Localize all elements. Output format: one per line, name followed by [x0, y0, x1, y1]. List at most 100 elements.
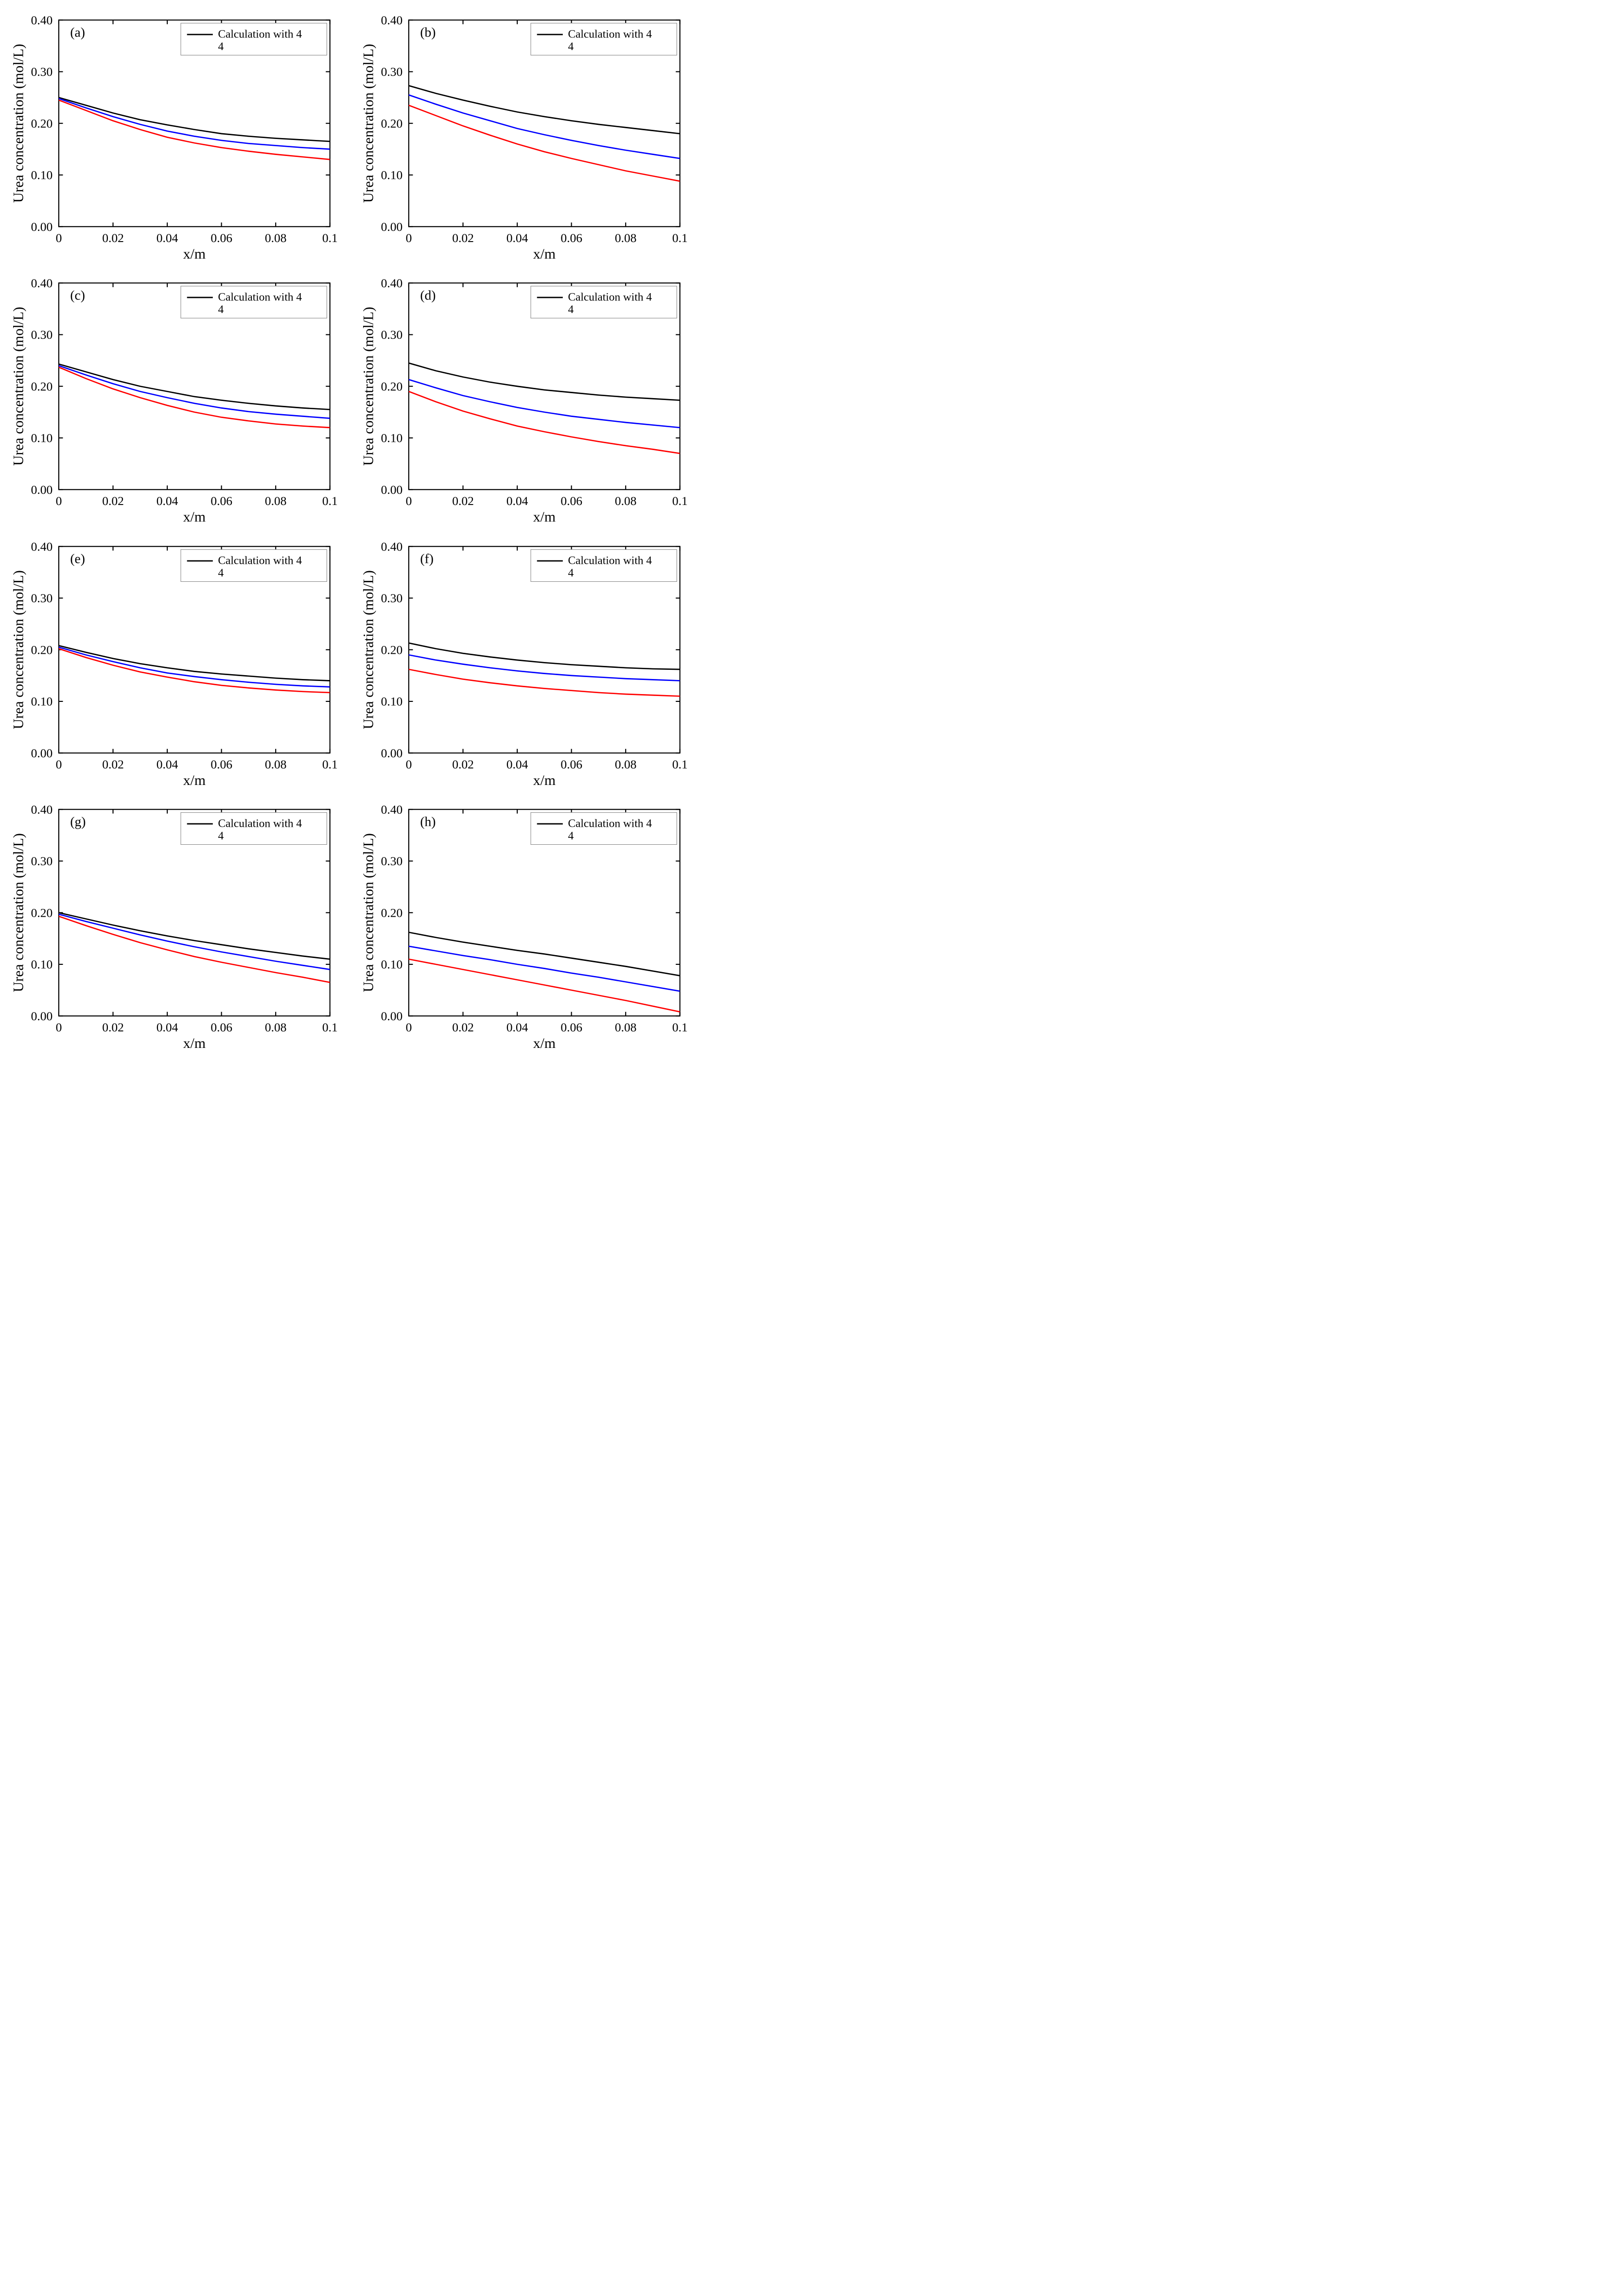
- x-tick-label: 0.02: [452, 231, 474, 245]
- x-tick-label: 0.1: [322, 231, 338, 245]
- y-tick-label: 0.10: [381, 431, 403, 445]
- y-axis-label: Urea concentration (mol/L): [11, 307, 27, 466]
- x-tick-label: 0.06: [560, 494, 582, 508]
- y-tick-label: 0.00: [31, 746, 53, 760]
- y-tick-label: 0.20: [31, 380, 53, 394]
- y-tick-label: 0.00: [381, 483, 403, 497]
- chart-panel-d: 00.020.040.060.080.10.000.100.200.300.40…: [360, 273, 690, 531]
- legend-text-line2: 4: [568, 566, 574, 579]
- x-tick-label: 0.08: [265, 494, 287, 508]
- y-tick-label: 0.10: [31, 431, 53, 445]
- series-line-red: [409, 392, 680, 454]
- y-tick-label: 0.30: [381, 854, 403, 868]
- series-line-blue: [409, 380, 680, 428]
- legend-text-line2: 4: [568, 40, 574, 53]
- panel-label: (d): [420, 288, 436, 303]
- series-line-blue: [59, 99, 330, 149]
- x-axis-label: x/m: [183, 509, 206, 525]
- y-tick-label: 0.10: [381, 694, 403, 708]
- panel-label: (c): [70, 288, 85, 303]
- y-tick-label: 0.30: [31, 591, 53, 605]
- chart-panel-f: 00.020.040.060.080.10.000.100.200.300.40…: [360, 536, 690, 794]
- panel-container-h: 00.020.040.060.080.10.000.100.200.300.40…: [360, 799, 690, 1057]
- x-axis-label: x/m: [183, 1035, 206, 1051]
- panel-label: (a): [70, 24, 85, 39]
- series-line-blue: [59, 366, 330, 418]
- series-line-black: [59, 98, 330, 141]
- x-tick-label: 0.08: [615, 757, 637, 771]
- x-tick-label: 0.06: [210, 494, 232, 508]
- x-axis-label: x/m: [183, 772, 206, 788]
- x-tick-label: 0: [406, 757, 412, 771]
- x-tick-label: 0.02: [102, 494, 124, 508]
- x-tick-label: 0.08: [265, 1020, 287, 1034]
- chart-panel-a: 00.020.040.060.080.10.000.100.200.300.40…: [10, 10, 340, 268]
- y-tick-label: 0.40: [381, 539, 403, 553]
- y-tick-label: 0.40: [381, 13, 403, 27]
- y-tick-label: 0.10: [381, 168, 403, 182]
- y-tick-label: 0.40: [31, 539, 53, 553]
- y-tick-label: 0.00: [381, 1009, 403, 1023]
- x-tick-label: 0.1: [322, 1020, 338, 1034]
- chart-panel-c: 00.020.040.060.080.10.000.100.200.300.40…: [10, 273, 340, 531]
- y-tick-label: 0.40: [381, 276, 403, 290]
- y-axis-label: Urea concentration (mol/L): [361, 570, 377, 729]
- panel-label: (g): [70, 814, 86, 829]
- series-line-red: [59, 916, 330, 982]
- panel-label: (h): [420, 814, 436, 829]
- legend-text-line1: Calculation with 4: [568, 28, 652, 40]
- y-tick-label: 0.20: [381, 380, 403, 394]
- legend-text-line2: 4: [218, 40, 224, 53]
- x-tick-label: 0.06: [560, 757, 582, 771]
- x-tick-label: 0.04: [506, 494, 528, 508]
- chart-panel-b: 00.020.040.060.080.10.000.100.200.300.40…: [360, 10, 690, 268]
- y-tick-label: 0.20: [31, 906, 53, 920]
- y-tick-label: 0.20: [381, 906, 403, 920]
- x-tick-label: 0.02: [102, 231, 124, 245]
- legend-text-line1: Calculation with 4: [218, 817, 302, 830]
- x-tick-label: 0.08: [265, 757, 287, 771]
- x-tick-label: 0.1: [672, 494, 688, 508]
- y-axis-label: Urea concentration (mol/L): [361, 833, 377, 992]
- legend-text-line2: 4: [218, 830, 224, 842]
- y-tick-label: 0.00: [381, 220, 403, 234]
- x-tick-label: 0.06: [210, 757, 232, 771]
- y-tick-label: 0.00: [31, 220, 53, 234]
- x-tick-label: 0.1: [322, 494, 338, 508]
- x-tick-label: 0: [56, 757, 62, 771]
- y-tick-label: 0.30: [31, 65, 53, 79]
- x-tick-label: 0.04: [157, 1020, 178, 1034]
- y-axis-label: Urea concentration (mol/L): [11, 570, 27, 729]
- x-tick-label: 0.02: [452, 1020, 474, 1034]
- series-line-black: [409, 643, 680, 669]
- series-line-black: [409, 932, 680, 976]
- x-axis-label: x/m: [533, 1035, 556, 1051]
- series-line-blue: [409, 95, 680, 158]
- chart-panel-h: 00.020.040.060.080.10.000.100.200.300.40…: [360, 799, 690, 1057]
- x-tick-label: 0.08: [265, 231, 287, 245]
- y-tick-label: 0.00: [381, 746, 403, 760]
- y-tick-label: 0.20: [31, 116, 53, 130]
- y-tick-label: 0.40: [381, 802, 403, 817]
- y-axis-label: Urea concentration (mol/L): [361, 307, 377, 466]
- series-line-black: [409, 363, 680, 401]
- y-tick-label: 0.40: [31, 802, 53, 817]
- legend-text-line1: Calculation with 4: [218, 554, 302, 567]
- legend-text-line2: 4: [568, 830, 574, 842]
- series-line-red: [409, 959, 680, 1011]
- x-axis-label: x/m: [183, 246, 206, 262]
- x-tick-label: 0.06: [210, 231, 232, 245]
- x-tick-label: 0.02: [102, 1020, 124, 1034]
- y-tick-label: 0.10: [31, 168, 53, 182]
- panel-container-f: 00.020.040.060.080.10.000.100.200.300.40…: [360, 536, 690, 794]
- y-tick-label: 0.30: [381, 591, 403, 605]
- y-axis-label: Urea concentration (mol/L): [11, 44, 27, 203]
- x-tick-label: 0.04: [157, 757, 178, 771]
- panel-label: (e): [70, 551, 85, 566]
- x-tick-label: 0: [56, 494, 62, 508]
- legend-text-line2: 4: [218, 566, 224, 579]
- x-tick-label: 0: [406, 494, 412, 508]
- series-line-black: [59, 645, 330, 680]
- legend-text-line1: Calculation with 4: [568, 817, 652, 830]
- x-tick-label: 0.02: [102, 757, 124, 771]
